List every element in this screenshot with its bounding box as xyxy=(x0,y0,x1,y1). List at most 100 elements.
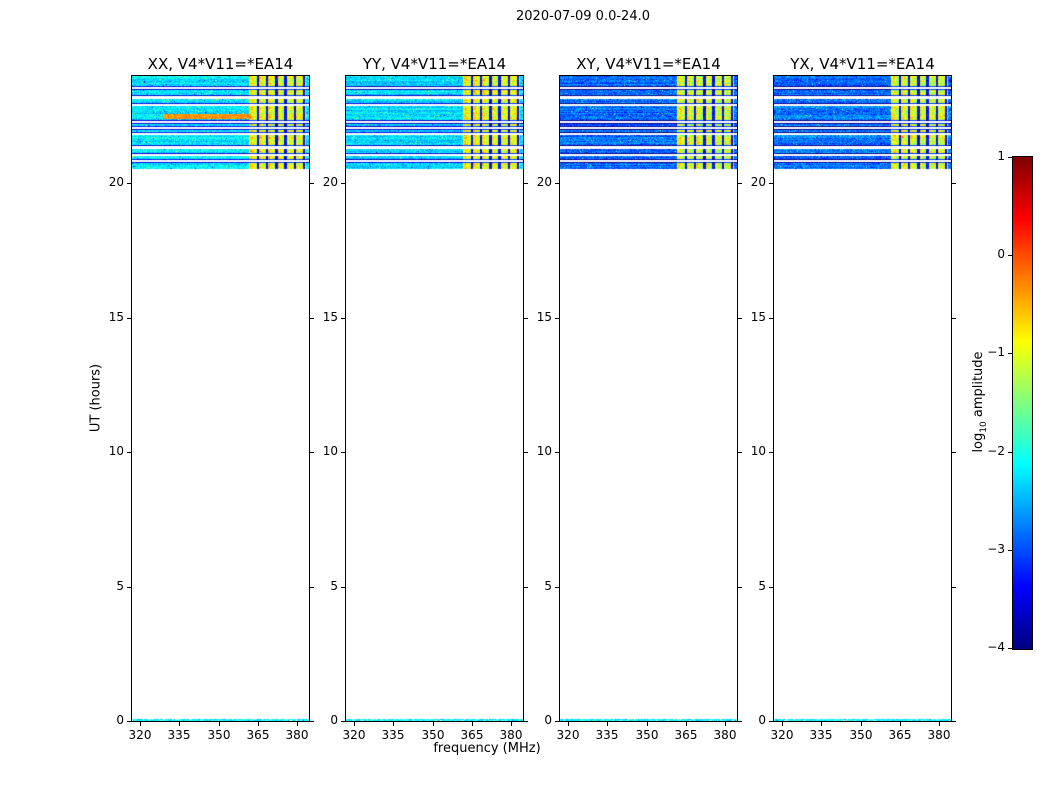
y-tick-label: 5 xyxy=(544,579,552,593)
y-tick-mark xyxy=(127,183,131,184)
y-tick-label: 0 xyxy=(758,713,766,727)
panel-title-yy: YY, V4*V11=*EA14 xyxy=(362,55,507,73)
y-tick-mark xyxy=(555,452,559,453)
x-tick-label: 380 xyxy=(927,728,951,742)
y-tick-mark xyxy=(555,721,559,722)
y-tick-mark xyxy=(127,318,131,319)
x-tick-mark xyxy=(607,722,608,726)
y-tick-mark xyxy=(769,183,773,184)
colorbar-tick-mark xyxy=(1008,353,1012,354)
colorbar-tick-label: −3 xyxy=(987,542,1005,556)
y-tick-mark xyxy=(555,183,559,184)
spectrogram-panel-xx: XX, V4*V11=*EA14 0 5 10 15 20 320 335 350 365 380 xyxy=(109,55,314,742)
y-tick-mark-right xyxy=(524,183,528,184)
colorbar-tick-label: −2 xyxy=(987,444,1005,458)
y-tick-label: 0 xyxy=(116,713,124,727)
y-axis-label: UT (hours) xyxy=(89,364,104,432)
y-tick-mark xyxy=(341,318,345,319)
y-tick-mark xyxy=(769,587,773,588)
x-tick-label: 335 xyxy=(595,728,619,742)
spectrogram-panel-xy: XY, V4*V11=*EA14 0 5 10 15 20 320 335 350 365 380 xyxy=(537,55,742,742)
colorbar-tick-mark xyxy=(1008,550,1012,551)
x-tick-mark xyxy=(821,722,822,726)
y-tick-mark-right xyxy=(738,318,742,319)
y-tick-mark xyxy=(555,318,559,319)
x-tick-label: 365 xyxy=(460,728,484,742)
y-tick-label: 20 xyxy=(108,175,124,189)
colorbar-tick-label: 1 xyxy=(997,149,1005,163)
y-tick-mark-right xyxy=(310,452,314,453)
x-tick-mark xyxy=(939,722,940,726)
y-tick-mark xyxy=(769,318,773,319)
y-tick-mark-right xyxy=(310,721,314,722)
colorbar-tick-mark xyxy=(1008,157,1012,158)
y-tick-mark-right xyxy=(310,587,314,588)
y-tick-mark-right xyxy=(952,587,956,588)
x-axis-label: frequency (MHz) xyxy=(433,741,540,756)
y-tick-label: 10 xyxy=(322,444,338,458)
y-tick-mark-right xyxy=(738,587,742,588)
y-tick-mark-right xyxy=(524,452,528,453)
y-tick-mark xyxy=(555,587,559,588)
y-tick-mark xyxy=(341,587,345,588)
x-tick-mark xyxy=(433,722,434,726)
x-tick-mark xyxy=(472,722,473,726)
y-tick-label: 20 xyxy=(750,175,766,189)
colorbar-tick-mark xyxy=(1008,648,1012,649)
y-tick-label: 10 xyxy=(750,444,766,458)
y-tick-label: 5 xyxy=(116,579,124,593)
colorbar-tick-label: 0 xyxy=(997,247,1005,261)
y-tick-mark xyxy=(769,452,773,453)
x-tick-mark xyxy=(219,722,220,726)
x-tick-label: 380 xyxy=(285,728,309,742)
y-tick-label: 15 xyxy=(536,310,552,324)
y-tick-mark-right xyxy=(524,721,528,722)
y-tick-mark-right xyxy=(952,721,956,722)
y-tick-mark xyxy=(127,587,131,588)
x-tick-label: 320 xyxy=(556,728,580,742)
panel-title-xx: XX, V4*V11=*EA14 xyxy=(147,55,294,73)
y-tick-mark-right xyxy=(738,183,742,184)
colorbar: 1 0 −1 −2 −3 −4 xyxy=(987,149,1033,654)
y-tick-label: 5 xyxy=(758,579,766,593)
colorbar-label-prefix: log xyxy=(971,432,987,453)
spectrogram-canvas-yx xyxy=(774,76,951,721)
x-tick-mark xyxy=(393,722,394,726)
x-tick-mark xyxy=(900,722,901,726)
x-tick-label: 365 xyxy=(246,728,270,742)
x-tick-label: 320 xyxy=(770,728,794,742)
y-tick-mark xyxy=(127,452,131,453)
x-tick-mark xyxy=(686,722,687,726)
x-tick-mark xyxy=(647,722,648,726)
x-tick-label: 380 xyxy=(499,728,523,742)
x-tick-label: 335 xyxy=(809,728,833,742)
x-tick-label: 350 xyxy=(421,728,445,742)
panel-title-yx: YX, V4*V11=*EA14 xyxy=(790,55,935,73)
colorbar-tick-label: −4 xyxy=(987,640,1005,654)
colorbar-tick-mark xyxy=(1008,255,1012,256)
x-tick-mark xyxy=(140,722,141,726)
x-tick-mark xyxy=(568,722,569,726)
x-tick-label: 320 xyxy=(128,728,152,742)
figure-title: 2020-07-09 0.0-24.0 xyxy=(516,9,650,24)
y-tick-mark-right xyxy=(738,452,742,453)
x-tick-mark xyxy=(511,722,512,726)
y-tick-label: 0 xyxy=(544,713,552,727)
spectrogram-canvas-yy xyxy=(346,76,523,721)
y-tick-label: 20 xyxy=(536,175,552,189)
y-tick-label: 15 xyxy=(750,310,766,324)
y-tick-mark xyxy=(341,452,345,453)
x-tick-label: 335 xyxy=(167,728,191,742)
y-tick-mark-right xyxy=(524,318,528,319)
colorbar-label: log10 amplitude xyxy=(971,351,989,452)
x-tick-label: 365 xyxy=(674,728,698,742)
y-tick-mark-right xyxy=(738,721,742,722)
x-tick-mark xyxy=(297,722,298,726)
y-tick-mark-right xyxy=(524,587,528,588)
y-tick-mark xyxy=(769,721,773,722)
y-axis-label-text: UT (hours) xyxy=(88,363,104,433)
x-tick-mark xyxy=(725,722,726,726)
y-tick-mark-right xyxy=(952,183,956,184)
x-tick-label: 365 xyxy=(888,728,912,742)
